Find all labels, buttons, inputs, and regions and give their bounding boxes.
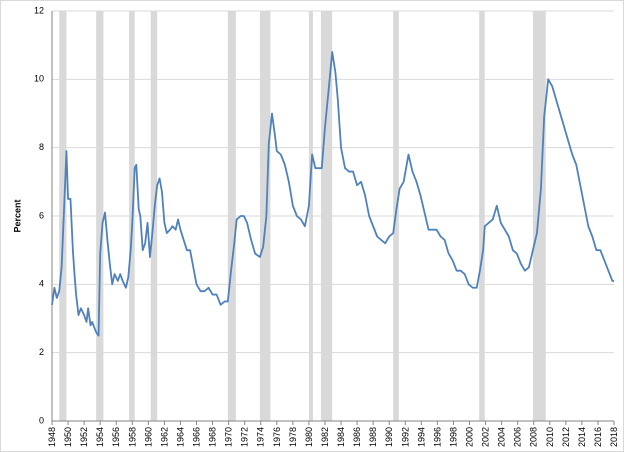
x-tick-label: 1950 (63, 427, 73, 447)
x-tick-label: 1986 (352, 427, 362, 447)
x-tick-label: 1984 (336, 427, 346, 447)
x-tick-label: 1976 (272, 427, 282, 447)
recession-band (259, 11, 271, 421)
x-tick-label: 2004 (497, 427, 507, 447)
x-tick-label: 1974 (256, 427, 266, 447)
x-tick-label: 1954 (95, 427, 105, 447)
y-tick-label: 8 (39, 142, 44, 152)
y-tick-label: 2 (39, 347, 44, 357)
x-tick-label: 1982 (320, 427, 330, 447)
x-tick-label: 2012 (561, 427, 571, 447)
line-series (51, 51, 614, 337)
recession-band (308, 11, 313, 421)
y-tick-label: 12 (34, 5, 44, 15)
x-tick-label: 1956 (111, 427, 121, 447)
x-tick-label: 1970 (224, 427, 234, 447)
recession-band (227, 11, 236, 421)
y-tick-label: 4 (39, 279, 44, 289)
recession-band (96, 11, 104, 421)
x-tick-label: 1996 (432, 427, 442, 447)
x-tick-label: 2010 (545, 427, 555, 447)
x-tick-label: 2006 (513, 427, 523, 447)
x-tick-label: 1968 (208, 427, 218, 447)
x-tick-label: 1972 (240, 427, 250, 447)
recession-band (479, 11, 485, 421)
x-tick-label: 2016 (593, 427, 603, 447)
x-tick-label: 1998 (448, 427, 458, 447)
x-tick-label: 1994 (416, 427, 426, 447)
x-tick-label: 1948 (47, 427, 57, 447)
y-tick-label: 10 (34, 74, 44, 84)
y-axis-label: Percent (12, 199, 22, 232)
x-tick-label: 1978 (288, 427, 298, 447)
x-tick-label: 1992 (400, 427, 410, 447)
x-tick-label: 1952 (79, 427, 89, 447)
x-tick-label: 2014 (577, 427, 587, 447)
recession-band (320, 11, 333, 421)
y-tick-label: 0 (39, 415, 44, 425)
x-tick-label: 1958 (127, 427, 137, 447)
x-tick-label: 1980 (304, 427, 314, 447)
x-tick-label: 2018 (609, 427, 619, 447)
recession-band (59, 11, 67, 421)
x-tick-label: 2000 (464, 427, 474, 447)
x-tick-label: 1990 (384, 427, 394, 447)
x-tick-label: 1962 (159, 427, 169, 447)
x-tick-label: 1966 (192, 427, 202, 447)
x-tick-label: 1960 (143, 427, 153, 447)
x-tick-label: 2002 (481, 427, 491, 447)
x-tick-label: 1988 (368, 427, 378, 447)
y-tick-label: 6 (39, 210, 44, 220)
x-tick-label: 2008 (529, 427, 539, 447)
x-tick-label: 1964 (175, 427, 185, 447)
